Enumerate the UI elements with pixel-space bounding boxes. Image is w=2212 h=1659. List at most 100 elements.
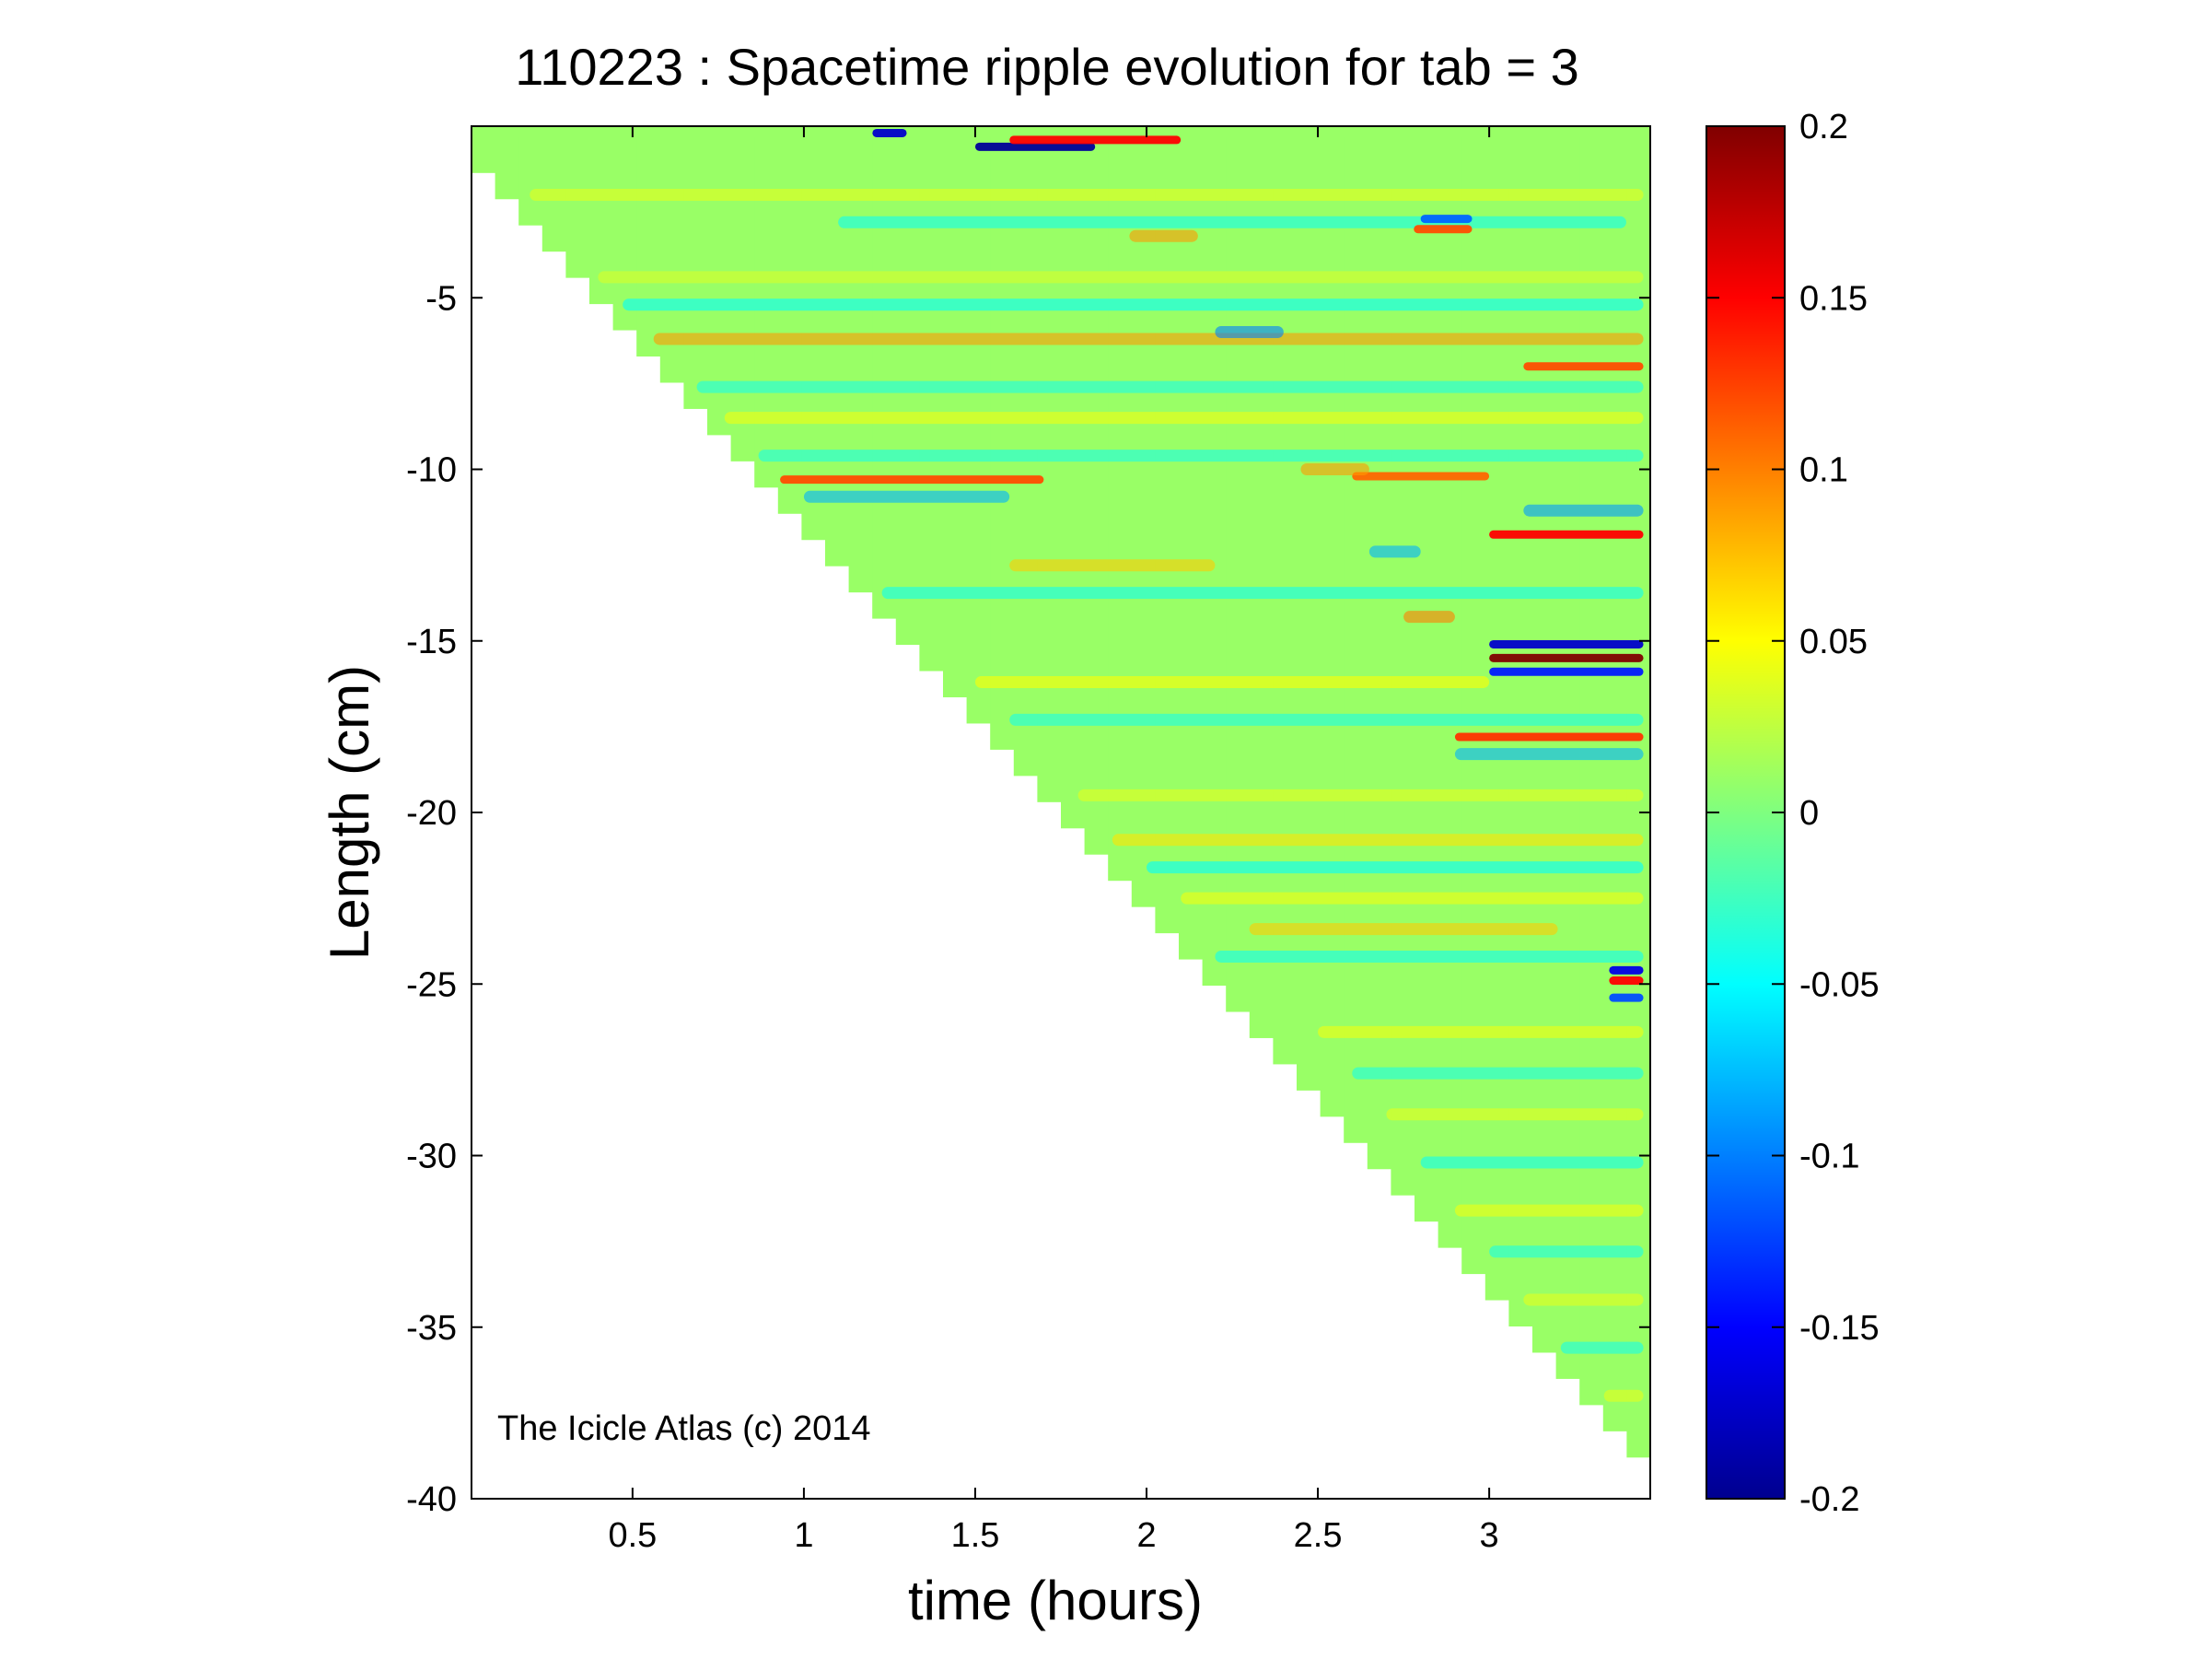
heatmap-band (1077, 789, 1644, 801)
heatmap-band (1609, 993, 1644, 1002)
heatmap-band (1368, 545, 1421, 558)
heatmap-column (1438, 136, 1462, 1248)
heatmap-top-strip (472, 126, 1650, 138)
heatmap-band (1352, 472, 1490, 481)
colorbar-tick-label: 0.1 (1799, 451, 1848, 490)
y-tick-label: -30 (406, 1138, 457, 1176)
heatmap-band (623, 298, 1644, 311)
heatmap-column (1391, 136, 1415, 1196)
heatmap-band (1489, 1245, 1644, 1258)
heatmap-band (1489, 667, 1644, 676)
heatmap-band (974, 675, 1490, 688)
heatmap-band (1249, 923, 1558, 936)
y-axis: -5 -10 -15 -20 -25 -30 -35 -40 (406, 279, 1650, 1519)
heatmap-column (1155, 136, 1180, 934)
heatmap-band (1609, 965, 1644, 975)
heatmap-band (1215, 326, 1284, 338)
heatmap-column (1108, 136, 1133, 882)
heatmap-column (612, 136, 637, 331)
x-tick-label: 0.5 (608, 1516, 657, 1555)
heatmap-band (1181, 892, 1644, 905)
heatmap-band (598, 271, 1644, 284)
heatmap-column (518, 136, 543, 226)
heatmap-band (1454, 748, 1644, 761)
heatmap-column (636, 136, 661, 357)
heatmap-band (1489, 639, 1644, 648)
colorbar-tick-label: -0.05 (1799, 965, 1880, 1004)
heatmap-band (803, 490, 1010, 503)
heatmap-band (1386, 1108, 1644, 1121)
y-tick-label: -15 (406, 623, 457, 661)
heatmap-band (1603, 1389, 1644, 1402)
heatmap-band (696, 380, 1644, 393)
heatmap-column (1131, 136, 1156, 907)
heatmap-band (1414, 225, 1473, 234)
heatmap-column (1579, 136, 1604, 1406)
colorbar-tick-label: 0.2 (1799, 108, 1848, 146)
heatmap-column (848, 136, 873, 593)
y-tick-label: -25 (406, 965, 457, 1004)
heatmap-band (1489, 530, 1644, 539)
heatmap-band (1215, 950, 1644, 963)
heatmap-band (1609, 976, 1644, 986)
heatmap-column (1602, 136, 1627, 1431)
heatmap-band (1454, 732, 1644, 742)
heatmap-band (780, 475, 1044, 485)
heatmap-band (1403, 611, 1455, 624)
heatmap-band (724, 412, 1644, 425)
heatmap-band (653, 333, 1644, 345)
heatmap-band (1009, 559, 1216, 572)
heatmap-column (1084, 136, 1109, 855)
heatmap-column (1508, 136, 1533, 1327)
heatmap-plot (472, 126, 1650, 1458)
heatmap-band (1352, 1067, 1644, 1080)
heatmap-column (990, 136, 1015, 750)
colorbar-tick-label: 0.15 (1799, 279, 1868, 318)
y-tick-label: -40 (406, 1480, 457, 1519)
colorbar-tick-label: -0.15 (1799, 1309, 1880, 1348)
heatmap-band (1009, 135, 1182, 145)
heatmap-column (472, 136, 496, 173)
watermark-text: The Icicle Atlas (c) 2014 (497, 1409, 871, 1448)
colorbar-tick-label: -0.1 (1799, 1138, 1859, 1176)
y-tick-label: -5 (425, 279, 457, 318)
heatmap-column (659, 136, 684, 383)
chart-title: 110223 : Spacetime ripple evolution for … (515, 38, 1579, 96)
heatmap-column (1226, 136, 1251, 1012)
heatmap-band (974, 142, 1096, 151)
heatmap-band (1318, 1025, 1644, 1038)
heatmap-column (1320, 136, 1345, 1117)
x-tick-label: 3 (1480, 1516, 1499, 1555)
heatmap-column (1367, 136, 1391, 1170)
heatmap-band (1112, 834, 1644, 847)
heatmap-column (1344, 136, 1368, 1143)
colorbar-tick-label: 0 (1799, 794, 1819, 833)
heatmap-column (966, 136, 991, 724)
heatmap-column (495, 136, 519, 200)
y-axis-label: Length (cm) (319, 665, 380, 960)
colorbar-axis: 0.2 0.15 0.1 0.05 0 -0.05 -0.1 -0.15 -0.2 (1706, 108, 1880, 1519)
heatmap-band (1523, 362, 1644, 371)
heatmap-column (1461, 136, 1486, 1275)
heatmap-column (1037, 136, 1062, 802)
heatmap-band (1454, 1204, 1644, 1217)
heatmap-band (530, 189, 1644, 201)
colorbar-tick-label: -0.2 (1799, 1480, 1859, 1519)
colorbar-tick-label: 0.05 (1799, 623, 1868, 661)
heatmap-band (1523, 504, 1644, 517)
colorbar (1706, 125, 1786, 1500)
heatmap-column (872, 136, 897, 619)
heatmap-band (758, 450, 1644, 462)
heatmap-band (1420, 1156, 1644, 1169)
heatmap-column (1273, 136, 1298, 1065)
x-tick-label: 1 (794, 1516, 813, 1555)
x-axis: 0.5 1 1.5 2 2.5 3 (608, 126, 1499, 1555)
heatmap-band (1300, 463, 1369, 475)
y-tick-label: -35 (406, 1309, 457, 1348)
heatmap-band (1129, 229, 1198, 242)
x-tick-label: 2.5 (1294, 1516, 1343, 1555)
heatmap-column (1532, 136, 1557, 1353)
heatmap-band (881, 587, 1644, 600)
y-tick-label: -10 (406, 451, 457, 490)
